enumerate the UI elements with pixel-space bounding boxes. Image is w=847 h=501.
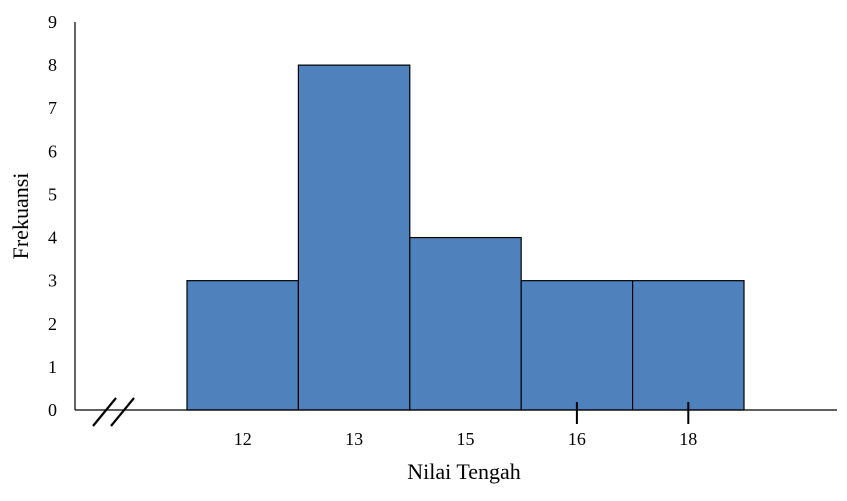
y-tick-label-5: 5 <box>48 184 57 204</box>
x-tick-label-16: 16 <box>568 429 586 449</box>
y-tick-label-8: 8 <box>48 55 57 75</box>
y-tick-label-2: 2 <box>48 314 57 334</box>
y-tick-labels: 0 1 2 3 4 5 6 7 8 9 <box>48 12 57 420</box>
y-tick-label-4: 4 <box>48 228 57 248</box>
x-axis-title: Nilai Tengah <box>407 459 521 484</box>
x-tick-label-12: 12 <box>234 429 252 449</box>
y-tick-label-0: 0 <box>48 400 57 420</box>
bar-13 <box>297 64 411 411</box>
y-tick-label-7: 7 <box>48 98 57 118</box>
x-tick-label-13: 13 <box>345 429 363 449</box>
bars-group <box>186 64 745 411</box>
y-tick-label-9: 9 <box>48 12 57 32</box>
x-tick-label-18: 18 <box>679 429 697 449</box>
x-tick-labels: 12 13 15 16 18 <box>234 429 698 449</box>
y-tick-label-3: 3 <box>48 271 57 291</box>
bar-15 <box>409 236 522 411</box>
bar-18 <box>631 280 745 411</box>
x-tick-label-15: 15 <box>457 429 475 449</box>
x-tick-marks <box>575 402 690 424</box>
y-tick-label-1: 1 <box>48 357 57 377</box>
y-tick-label-6: 6 <box>48 141 57 161</box>
y-axis-title: Frekuansi <box>8 173 33 260</box>
axis-break-mark <box>92 397 135 427</box>
bar-12 <box>186 280 300 411</box>
bar-16 <box>520 280 634 411</box>
